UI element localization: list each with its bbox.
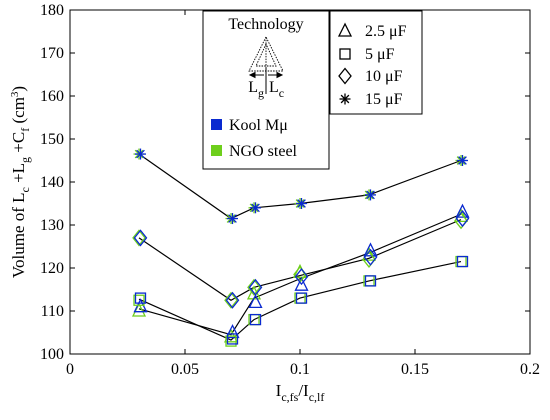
kool-mu-square-point-1: [226, 333, 239, 345]
kool-mu-diamond-point-0: [133, 229, 148, 247]
kool-mu-star-point-5: [457, 155, 468, 166]
lg-label: Lg: [248, 79, 264, 100]
lc-label: Lc: [269, 79, 284, 100]
kool-mu-star-point-3: [296, 198, 307, 209]
kool-mu-star-point-0: [135, 148, 146, 160]
ngo-steel-square-point-0: [133, 294, 145, 306]
ngo-steel-diamond-point-1: [224, 291, 238, 309]
y-tick-label: 160: [40, 88, 64, 105]
ngo-steel-label: NGO steel: [229, 143, 298, 160]
legend-star-icon: [339, 93, 351, 105]
y-tick-label: 180: [40, 2, 64, 19]
series-line-star: [138, 153, 462, 220]
y-tick-label: 100: [40, 346, 64, 363]
x-tick-label: 0.1: [290, 361, 310, 378]
kool-mu-label: Kool Mμ: [229, 117, 288, 134]
kool-mu-star-point-2: [250, 202, 261, 214]
kool-mu-diamond-point-2: [248, 278, 263, 296]
ngo-steel-diamond-point-2: [247, 278, 261, 296]
legend-label-5uf: 5 μF: [365, 46, 395, 63]
kool-mu-square-point-2: [249, 313, 262, 326]
y-tick-label: 140: [40, 174, 64, 191]
technology-legend-title: Technology: [228, 16, 303, 33]
kool-mu-diamond-point-5: [455, 210, 470, 228]
legend-square-icon: [339, 48, 351, 60]
kool-mu-star-point-1: [227, 213, 238, 225]
ngo-steel-diamond-point-0: [132, 229, 146, 247]
x-tick-label: 0.2: [520, 361, 540, 378]
x-axis-title: Ic,fs/Ic,lf: [276, 381, 325, 404]
kool-mu-swatch: [211, 119, 222, 130]
legend-diamond-icon: [338, 67, 352, 85]
series-line-diamond: [138, 219, 462, 301]
ngo-steel-square-point-1: [225, 335, 237, 347]
kool-mu-square-point-5: [456, 255, 469, 268]
kool-mu-square-point-3: [295, 292, 308, 304]
y-tick-label: 150: [40, 131, 64, 148]
kool-mu-triangle-point-3: [294, 276, 309, 291]
x-tick-label: 0.15: [401, 361, 429, 378]
ngo-steel-swatch: [211, 145, 222, 156]
kool-mu-square-point-4: [364, 275, 377, 287]
legend-label-10uf: 10 μF: [365, 68, 403, 85]
kool-mu-diamond-point-1: [225, 291, 240, 309]
kool-mu-star-point-4: [365, 189, 376, 201]
kool-mu-triangle-point-1: [225, 324, 240, 339]
series-line-square: [138, 260, 462, 341]
kool-mu-triangle-point-4: [363, 242, 378, 257]
technology-legend: Technology Lg Lc Kool Mμ NGO steel: [202, 10, 330, 170]
y-axis-title: Volume of Lc +Lg +Cf (cm3): [9, 86, 32, 278]
y-tick-label: 130: [40, 217, 64, 234]
kool-mu-triangle-point-2: [248, 293, 263, 309]
legend-label-15uf: 15 μF: [365, 91, 403, 108]
x-tick-label: 0: [66, 361, 74, 378]
legend-label-2-5uf: 2.5 μF: [365, 23, 407, 40]
y-tick-label: 120: [40, 260, 64, 277]
legend-triangle-icon: [337, 22, 353, 37]
kool-mu-triangle-point-5: [455, 203, 470, 218]
kool-mu-square-point-0: [134, 292, 147, 304]
kool-mu-diamond-point-3: [294, 268, 309, 286]
kool-mu-diamond-point-4: [363, 248, 378, 266]
y-tick-label: 110: [41, 303, 64, 320]
x-tick-label: 0.05: [171, 361, 199, 378]
series-line-triangle: [138, 213, 462, 336]
capacitance-legend: 2.5 μF 5 μF 10 μF 15 μF: [329, 10, 423, 115]
y-tick-label: 170: [40, 45, 64, 62]
split-arrows-icon: [248, 68, 284, 94]
